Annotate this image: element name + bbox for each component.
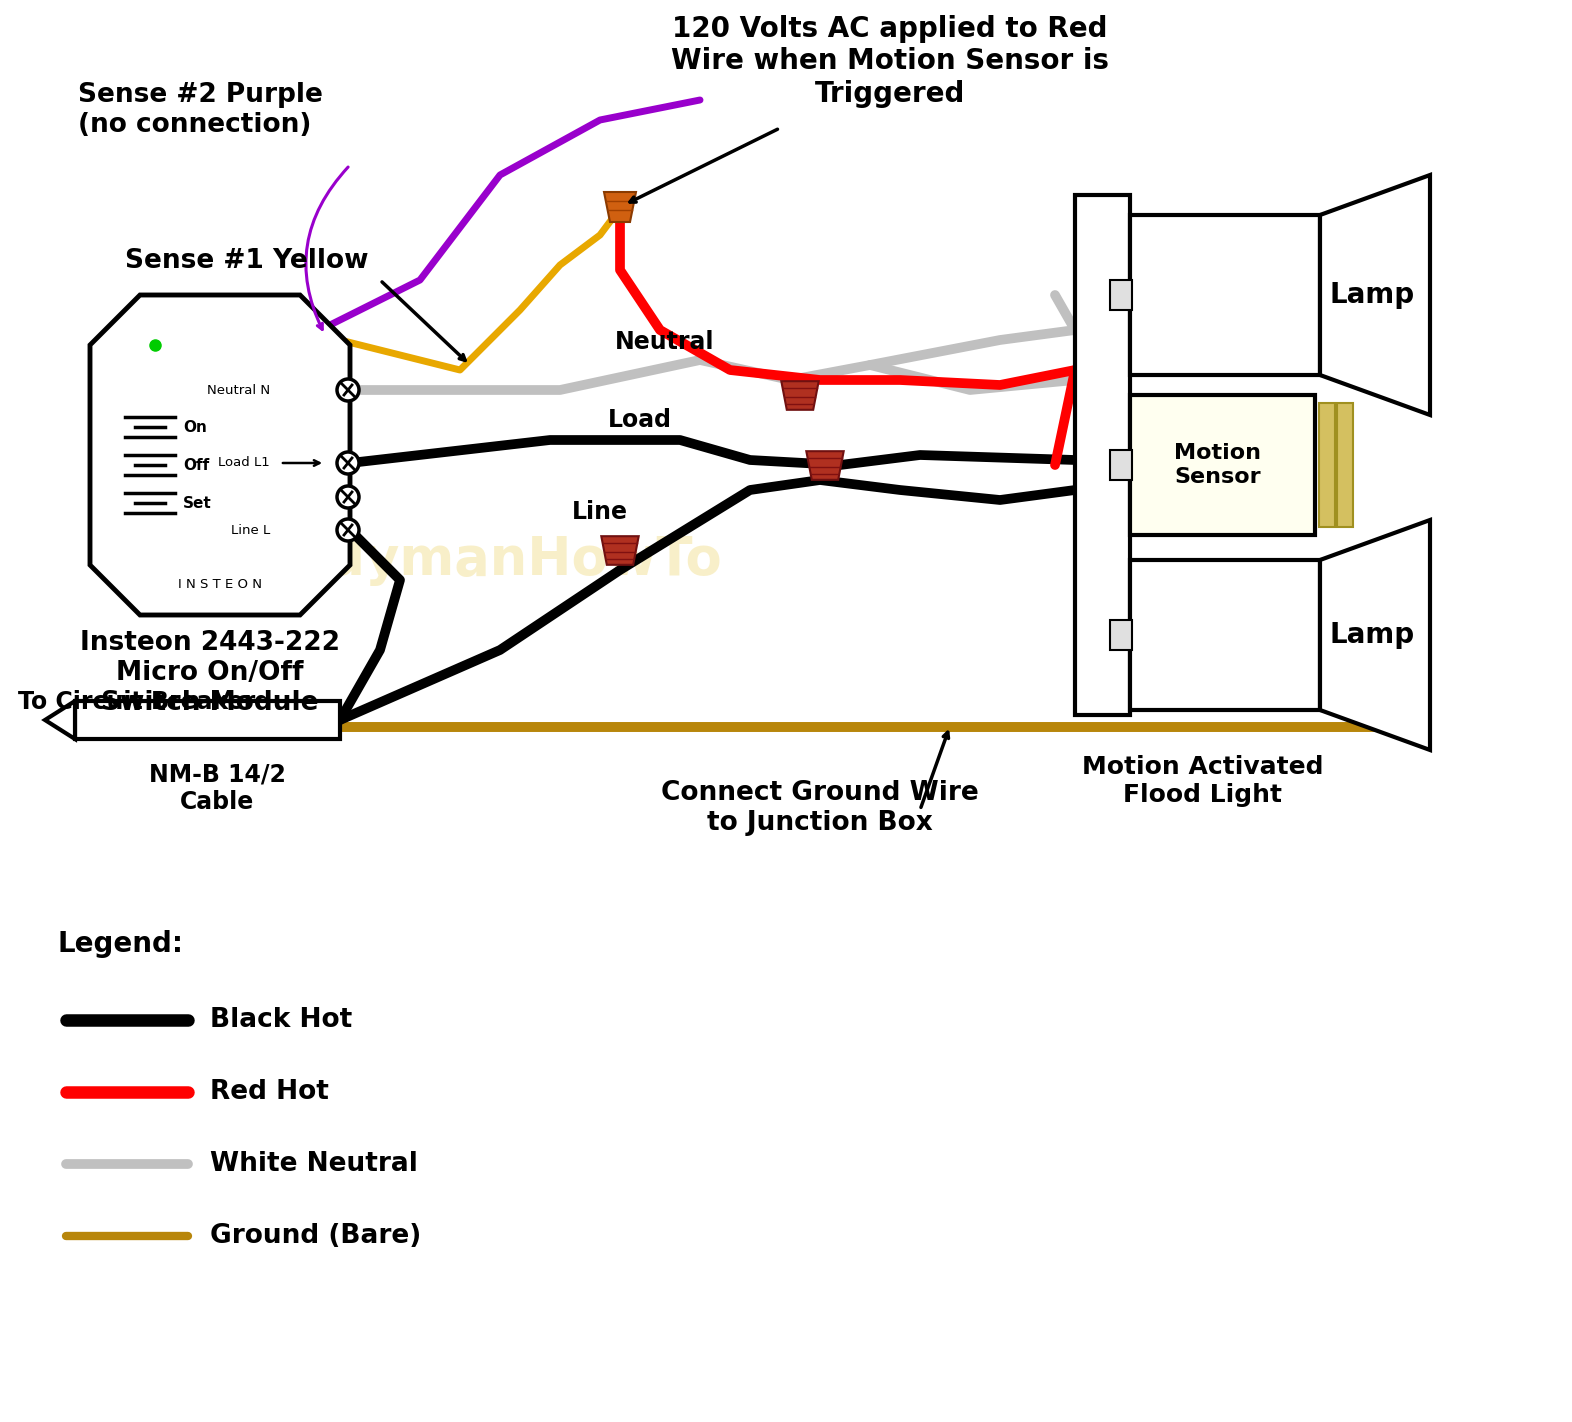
Polygon shape [1320,175,1431,415]
Bar [1338,402,1353,528]
Text: Sense #1 Yellow: Sense #1 Yellow [126,247,368,274]
Text: Load: Load [608,408,671,432]
Polygon shape [604,192,637,222]
Text: Insteon 2443-222
Micro On/Off
Switch Module: Insteon 2443-222 Micro On/Off Switch Mod… [80,630,340,717]
Text: 120 Volts AC applied to Red
Wire when Motion Sensor is
Triggered: 120 Volts AC applied to Red Wire when Mo… [671,16,1108,108]
Text: © HandymanHowTo: © HandymanHowTo [138,535,722,586]
Text: Red Hot: Red Hot [211,1079,329,1105]
Circle shape [336,452,358,474]
Bar [1130,560,1320,710]
Text: Off: Off [182,458,209,472]
Text: White Neutral: White Neutral [211,1150,418,1177]
Text: Motion Activated
Flood Light: Motion Activated Flood Light [1082,755,1324,806]
Circle shape [336,380,358,401]
Text: On: On [182,419,208,435]
Circle shape [336,486,358,508]
Text: Load L1: Load L1 [219,456,270,469]
Bar [1130,215,1320,375]
Text: Neutral: Neutral [615,330,715,354]
Polygon shape [602,536,638,565]
Bar [1130,395,1316,535]
Text: Lamp: Lamp [1330,621,1415,648]
Text: Lamp: Lamp [1330,282,1415,309]
Text: Connect Ground Wire
to Junction Box: Connect Ground Wire to Junction Box [662,781,979,836]
Bar [1075,195,1130,715]
Bar [75,701,340,739]
Text: To Circuit Breaker: To Circuit Breaker [17,690,255,714]
Bar [1319,402,1335,528]
Bar [1110,620,1132,650]
Text: NM-B 14/2
Cable: NM-B 14/2 Cable [149,762,286,813]
Text: Neutral N: Neutral N [208,384,270,397]
Text: Line: Line [572,501,627,523]
Text: Line L: Line L [231,523,270,536]
Text: Sense #2 Purple
(no connection): Sense #2 Purple (no connection) [79,82,322,138]
Circle shape [336,519,358,540]
Polygon shape [781,381,819,410]
Text: Motion
Sensor: Motion Sensor [1174,444,1261,486]
Text: Ground (Bare): Ground (Bare) [211,1223,421,1249]
Text: Legend:: Legend: [58,930,184,958]
Bar [1110,280,1132,310]
Text: Black Hot: Black Hot [211,1007,352,1032]
Polygon shape [806,451,844,479]
Polygon shape [1320,520,1431,749]
Polygon shape [46,701,75,739]
Text: I N S T E O N: I N S T E O N [178,579,263,592]
Bar [1110,449,1132,481]
Polygon shape [90,294,351,614]
Text: Set: Set [182,495,212,510]
